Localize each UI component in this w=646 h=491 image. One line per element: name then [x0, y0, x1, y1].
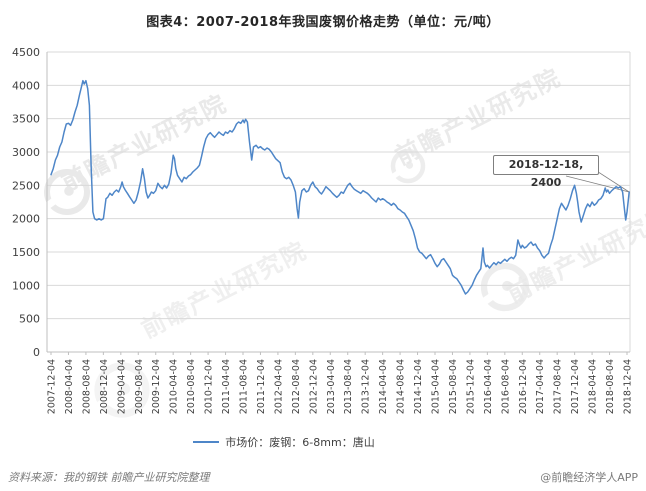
x-tick-label: 2011-08-04 — [239, 359, 250, 414]
y-gridlines — [47, 51, 630, 320]
x-tick-label: 2010-04-04 — [169, 359, 180, 414]
qianzhan-logo-icon — [91, 362, 150, 418]
x-tick-label: 2017-12-04 — [570, 359, 581, 414]
app-credit: @前瞻经济学人APP — [540, 471, 638, 484]
legend-label: 市场价：废钢：6-8mm：唐山 — [225, 436, 375, 449]
x-tick-label: 2013-04-04 — [326, 359, 337, 414]
x-axis-labels: 2007-12-04 2008-04-04 2008-08-04 2008-12-04… — [47, 352, 634, 414]
x-tick-label: 2016-04-04 — [483, 359, 494, 414]
y-tick-label: 4000 — [12, 79, 40, 92]
price-line — [50, 79, 630, 295]
y-tick-label: 1500 — [12, 246, 40, 259]
callout-leader-line — [598, 172, 630, 193]
x-tick-label: 2018-12-04 — [623, 359, 634, 414]
x-tick-label: 2011-04-04 — [221, 359, 232, 414]
x-tick-label: 2008-08-04 — [81, 359, 92, 414]
y-tick-label: 3500 — [12, 113, 40, 126]
x-tick-label: 2015-12-04 — [465, 359, 476, 414]
x-tick-label: 2008-04-04 — [64, 359, 75, 414]
y-tick-label: 500 — [19, 313, 40, 326]
data-label-text: 2018-12-18, 2400 — [508, 158, 584, 189]
source-note: 资料来源：我的钢铁 前瞻产业研究院整理 — [8, 471, 210, 484]
x-tick-label: 2010-12-04 — [204, 359, 215, 414]
x-tick-label: 2017-08-04 — [553, 359, 564, 414]
y-tick-label: 0 — [33, 346, 40, 359]
x-tick-label: 2018-04-04 — [588, 359, 599, 414]
y-tick-label: 3000 — [12, 146, 40, 159]
y-tick-label: 2000 — [12, 213, 40, 226]
x-tick-label: 2012-04-04 — [273, 359, 284, 414]
y-tick-label: 4500 — [12, 46, 40, 59]
x-tick-label: 2013-12-04 — [361, 359, 372, 414]
x-tick-label: 2015-08-04 — [448, 359, 459, 414]
x-tick-label: 2016-12-04 — [518, 359, 529, 414]
x-tick-label: 2009-12-04 — [151, 359, 162, 414]
page-title: 图表4：2007-2018年我国废钢价格走势（单位：元/吨） — [146, 15, 500, 30]
x-tick-label: 2014-12-04 — [413, 359, 424, 414]
x-tick-label: 2008-12-04 — [99, 359, 110, 414]
watermark-text: 前瞻产业研究院 — [503, 201, 646, 309]
x-tick-label: 2010-08-04 — [186, 359, 197, 414]
legend: 市场价：废钢：6-8mm：唐山 — [0, 434, 607, 450]
y-axis-labels: 0 500 1000 1500 2000 2500 3000 3500 4000 4500 — [12, 46, 40, 359]
qianzhan-logo-icon — [478, 262, 530, 312]
x-tick-label: 2016-08-04 — [500, 359, 511, 414]
x-tick-label: 2014-08-04 — [396, 359, 407, 414]
x-tick-label: 2009-08-04 — [134, 359, 145, 414]
x-tick-label: 2007-12-04 — [47, 359, 58, 414]
qianzhan-logo-icon — [389, 148, 426, 184]
x-tick-label: 2012-08-04 — [291, 359, 302, 414]
callout-leader-line — [565, 175, 630, 193]
data-label-callout: 2018-12-18, 2400 — [493, 155, 599, 189]
x-tick-label: 2013-08-04 — [343, 359, 354, 414]
x-tick-label: 2014-04-04 — [378, 359, 389, 414]
x-tick-label: 2015-04-04 — [431, 359, 442, 414]
x-tick-label: 2012-12-04 — [308, 359, 319, 414]
x-tick-label: 2009-04-04 — [116, 359, 127, 414]
y-tick-label: 1000 — [12, 279, 40, 292]
x-tick-label: 2017-04-04 — [535, 359, 546, 414]
y-tick-label: 2500 — [12, 179, 40, 192]
x-tick-label: 2011-12-04 — [256, 359, 267, 414]
legend-line-sample — [193, 441, 220, 443]
x-tick-label: 2018-08-04 — [605, 359, 616, 414]
